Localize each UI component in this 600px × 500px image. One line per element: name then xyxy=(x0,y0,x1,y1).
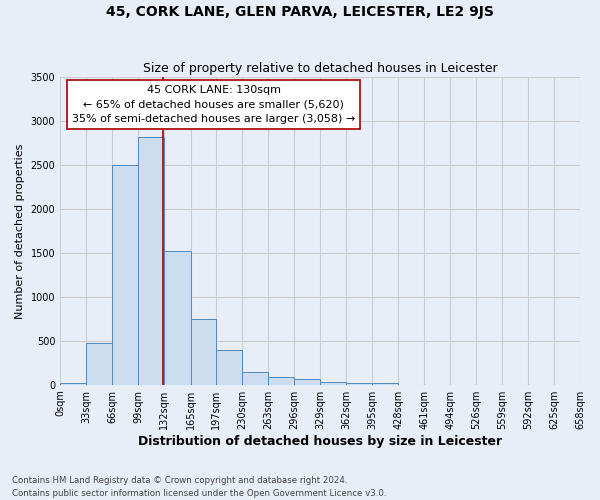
Title: Size of property relative to detached houses in Leicester: Size of property relative to detached ho… xyxy=(143,62,497,74)
Bar xyxy=(191,319,216,384)
Text: Contains HM Land Registry data © Crown copyright and database right 2024.
Contai: Contains HM Land Registry data © Crown c… xyxy=(12,476,386,498)
X-axis label: Distribution of detached houses by size in Leicester: Distribution of detached houses by size … xyxy=(138,434,502,448)
Bar xyxy=(320,382,346,384)
Bar xyxy=(294,380,320,384)
Bar xyxy=(86,344,112,384)
Bar xyxy=(164,251,191,384)
Bar xyxy=(60,383,86,384)
Bar xyxy=(268,377,294,384)
Bar xyxy=(216,350,242,384)
Text: 45 CORK LANE: 130sqm
← 65% of detached houses are smaller (5,620)
35% of semi-de: 45 CORK LANE: 130sqm ← 65% of detached h… xyxy=(72,84,355,124)
Text: 45, CORK LANE, GLEN PARVA, LEICESTER, LE2 9JS: 45, CORK LANE, GLEN PARVA, LEICESTER, LE… xyxy=(106,5,494,19)
Bar xyxy=(139,137,164,384)
Bar xyxy=(112,165,139,384)
Bar xyxy=(346,383,372,384)
Bar xyxy=(242,372,268,384)
Y-axis label: Number of detached properties: Number of detached properties xyxy=(15,143,25,318)
